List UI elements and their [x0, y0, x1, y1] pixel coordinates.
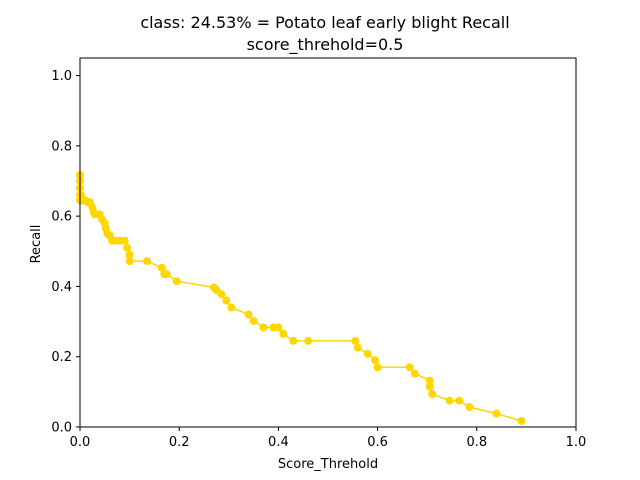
data-point — [279, 329, 288, 338]
data-point — [249, 316, 258, 325]
data-point — [363, 349, 372, 358]
y-tick-label: 0.4 — [51, 280, 72, 295]
x-tick-label: 0.2 — [169, 435, 190, 450]
data-point — [259, 323, 268, 332]
y-tick-label: 0.0 — [51, 421, 72, 436]
x-tick-label: 1.0 — [566, 435, 587, 450]
data-point — [492, 409, 501, 418]
chart-title: class: 24.53% = Potato leaf early blight… — [140, 13, 509, 32]
data-point — [455, 396, 464, 405]
data-point — [304, 336, 313, 345]
y-axis-label: Recall — [29, 225, 44, 264]
y-tick-label: 0.2 — [51, 350, 72, 365]
data-point — [351, 336, 360, 345]
data-point — [172, 277, 181, 286]
data-point — [143, 257, 151, 266]
data-point — [517, 417, 526, 425]
data-point — [123, 243, 132, 252]
data-point — [353, 343, 362, 352]
data-point — [125, 257, 134, 266]
y-tick-label: 0.8 — [51, 139, 72, 154]
data-point — [445, 396, 454, 405]
data-point — [371, 356, 380, 365]
data-point — [222, 296, 231, 305]
x-tick-label: 0.8 — [466, 435, 487, 450]
axes-frame — [79, 57, 577, 428]
plot-area — [76, 171, 526, 425]
data-point — [162, 270, 171, 279]
data-point — [373, 363, 382, 372]
chart-subtitle: score_threhold=0.5 — [247, 35, 404, 55]
x-axis-label: Score_Threhold — [278, 457, 378, 472]
data-point — [289, 336, 298, 345]
data-point — [410, 369, 419, 378]
data-point — [125, 250, 134, 259]
axis-ticks: 0.0 0.2 0.4 0.6 0.8 1.0 0.0 0.2 0.4 0.6 0.8 1.0 — [51, 69, 586, 450]
y-tick-label: 0.6 — [51, 210, 72, 225]
data-point — [227, 303, 236, 312]
data-point — [120, 236, 129, 245]
y-tick-label: 1.0 — [51, 69, 72, 84]
data-point — [425, 376, 434, 385]
data-point — [425, 382, 434, 391]
x-tick-label: 0.0 — [70, 435, 91, 450]
data-point — [274, 323, 283, 332]
data-point — [157, 263, 166, 272]
data-point — [405, 363, 414, 372]
x-tick-label: 0.4 — [268, 435, 289, 450]
data-point — [465, 403, 474, 411]
data-point — [217, 290, 226, 299]
x-tick-label: 0.6 — [367, 435, 388, 450]
data-point — [244, 310, 253, 319]
data-point — [428, 390, 437, 398]
series-line — [79, 175, 522, 422]
